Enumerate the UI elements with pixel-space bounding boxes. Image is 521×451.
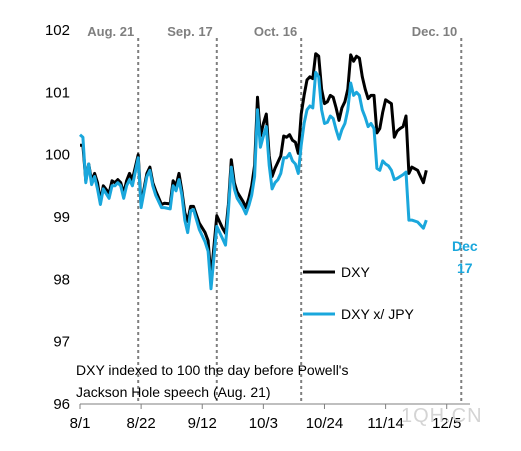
event-line-label: Aug. 21 <box>87 24 134 39</box>
y-tick-label: 98 <box>53 271 70 288</box>
y-tick-label: 99 <box>53 209 70 226</box>
x-tick-labels: 8/1 8/22 9/12 10/3 10/24 11/14 12/5 <box>70 404 461 432</box>
x-tick-label: 10/3 <box>249 415 278 432</box>
legend-label-dxy: DXY <box>341 264 370 280</box>
x-tick-label: 12/5 <box>432 415 461 432</box>
annotation-line-1: DXY indexed to 100 the day before Powell… <box>76 362 348 378</box>
event-line-label: Oct. 16 <box>254 24 297 39</box>
x-tick-label: 10/24 <box>306 415 344 432</box>
y-tick-label: 100 <box>45 147 70 164</box>
y-tick-label: 96 <box>53 396 70 413</box>
end-label: Dec 17 <box>452 238 478 276</box>
series-line-dxy <box>80 52 428 280</box>
end-label-month: Dec <box>452 238 478 254</box>
series-line-dxy-ex-jpy <box>79 70 428 291</box>
legend-label-dxy-ex-jpy: DXY x/ JPY <box>341 306 415 322</box>
y-tick-label: 101 <box>45 84 70 101</box>
x-tick-label: 9/12 <box>188 415 217 432</box>
legend: DXY DXY x/ JPY <box>303 264 415 322</box>
annotation: DXY indexed to 100 the day before Powell… <box>76 362 348 400</box>
end-label-day: 17 <box>457 260 473 276</box>
annotation-line-2: Jackson Hole speech (Aug. 21) <box>76 384 271 400</box>
y-tick-labels: 96 97 98 99 100 101 102 <box>45 22 70 413</box>
x-tick-label: 8/1 <box>70 415 91 432</box>
series-lines <box>79 52 428 291</box>
x-tick-label: 11/14 <box>367 415 403 432</box>
event-line-label: Sep. 17 <box>167 24 213 39</box>
x-tick-label: 8/22 <box>127 415 156 432</box>
watermark: 1QH.CN <box>401 405 483 427</box>
y-tick-label: 97 <box>53 334 70 351</box>
y-tick-label: 102 <box>45 22 70 39</box>
event-lines: Aug. 21 Sep. 17 Oct. 16 Dec. 10 <box>87 24 463 404</box>
event-line-label: Dec. 10 <box>412 24 458 39</box>
